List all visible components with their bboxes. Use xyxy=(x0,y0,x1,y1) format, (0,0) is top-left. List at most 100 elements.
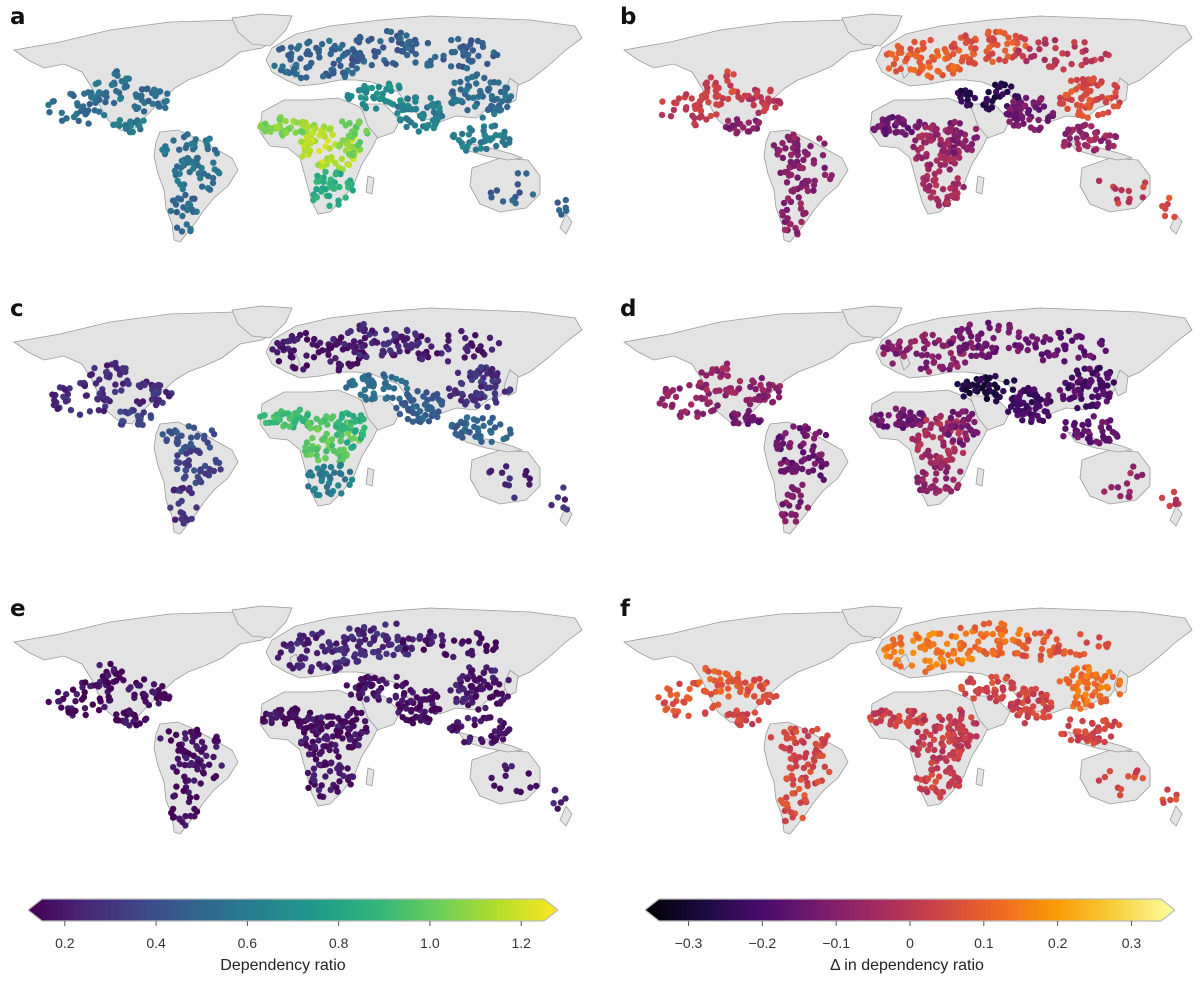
settlement-point xyxy=(491,782,498,789)
settlement-point xyxy=(1034,412,1041,420)
settlement-point xyxy=(439,637,446,644)
settlement-point xyxy=(477,717,484,725)
settlement-point xyxy=(423,714,430,721)
settlement-point xyxy=(1024,697,1032,704)
settlement-point xyxy=(1074,687,1082,695)
settlement-point xyxy=(918,64,925,72)
settlement-point xyxy=(958,683,965,690)
greenland-landmass xyxy=(841,13,903,47)
settlement-point xyxy=(344,765,351,772)
settlement-point xyxy=(324,421,331,428)
settlement-point xyxy=(1002,675,1010,682)
settlement-point xyxy=(925,746,932,754)
settlement-point xyxy=(355,742,362,749)
settlement-point xyxy=(949,408,957,416)
settlement-point xyxy=(291,420,298,427)
settlement-point xyxy=(797,492,804,499)
settlement-point xyxy=(324,723,331,730)
settlement-point xyxy=(892,55,900,62)
settlement-point xyxy=(175,747,182,754)
settlement-point xyxy=(998,631,1006,639)
settlement-point xyxy=(489,377,496,385)
settlement-point xyxy=(1006,106,1013,113)
settlement-point xyxy=(322,743,330,750)
settlement-point xyxy=(999,684,1006,691)
settlement-point xyxy=(937,794,944,801)
settlement-point xyxy=(1070,667,1078,674)
settlement-point xyxy=(918,733,926,740)
settlement-point xyxy=(430,633,438,640)
settlement-point xyxy=(113,677,120,684)
settlement-point xyxy=(926,664,933,672)
settlement-point xyxy=(195,170,202,177)
settlement-point xyxy=(402,399,409,407)
settlement-point xyxy=(367,627,374,634)
settlement-point xyxy=(459,638,466,645)
settlement-point xyxy=(401,690,408,697)
settlement-point xyxy=(142,698,149,705)
settlement-point xyxy=(759,386,766,393)
settlement-point xyxy=(977,631,984,638)
settlement-point xyxy=(735,385,743,392)
settlement-point xyxy=(410,409,417,417)
settlement-point xyxy=(316,147,323,155)
settlement-point xyxy=(122,408,129,415)
settlement-point xyxy=(293,71,300,78)
settlement-point xyxy=(911,337,919,345)
settlement-point xyxy=(872,719,880,726)
settlement-point xyxy=(479,415,486,422)
settlement-point xyxy=(123,83,130,90)
panel-label: e xyxy=(10,596,26,622)
settlement-point xyxy=(800,449,807,456)
settlement-point xyxy=(96,661,103,669)
settlement-point xyxy=(880,344,887,351)
settlement-point xyxy=(172,731,180,738)
settlement-point xyxy=(209,179,217,187)
settlement-point xyxy=(914,634,921,641)
settlement-point xyxy=(734,128,741,135)
settlement-point xyxy=(778,743,785,750)
settlement-point xyxy=(81,689,88,696)
settlement-point xyxy=(1094,111,1102,119)
settlement-point xyxy=(810,160,818,167)
settlement-point xyxy=(318,714,325,721)
settlement-point xyxy=(963,341,970,348)
settlement-point xyxy=(329,131,336,138)
settlement-point xyxy=(152,401,160,409)
settlement-point xyxy=(383,633,390,640)
settlement-point xyxy=(934,647,941,654)
settlement-point xyxy=(335,364,343,372)
settlement-point xyxy=(960,183,967,191)
settlement-point xyxy=(312,756,320,763)
settlement-point xyxy=(814,778,822,785)
settlement-point xyxy=(1081,365,1088,372)
settlement-point xyxy=(198,738,206,746)
settlement-point xyxy=(363,353,370,361)
settlement-point xyxy=(1037,396,1044,403)
settlement-point xyxy=(92,96,100,104)
settlement-point xyxy=(493,372,500,379)
settlement-point xyxy=(1006,325,1013,332)
settlement-point xyxy=(1026,45,1033,52)
settlement-point xyxy=(514,181,521,188)
settlement-point xyxy=(138,86,146,93)
settlement-point xyxy=(404,95,412,103)
settlement-point xyxy=(1014,698,1021,705)
settlement-point xyxy=(816,752,823,759)
settlement-points xyxy=(655,620,1180,825)
settlement-point xyxy=(789,814,796,821)
settlement-point xyxy=(804,504,812,511)
settlement-point xyxy=(900,353,908,360)
settlement-point xyxy=(103,368,111,376)
settlement-point xyxy=(793,739,800,746)
settlement-point xyxy=(105,679,112,687)
settlement-point xyxy=(443,651,450,658)
settlement-point xyxy=(170,793,177,800)
settlement-point xyxy=(1025,636,1032,643)
settlement-point xyxy=(282,117,289,125)
settlement-point xyxy=(917,421,924,428)
settlement-point xyxy=(1101,738,1108,746)
settlement-point xyxy=(954,380,961,388)
colorbar-bar xyxy=(644,898,1176,922)
settlement-point xyxy=(343,439,351,446)
